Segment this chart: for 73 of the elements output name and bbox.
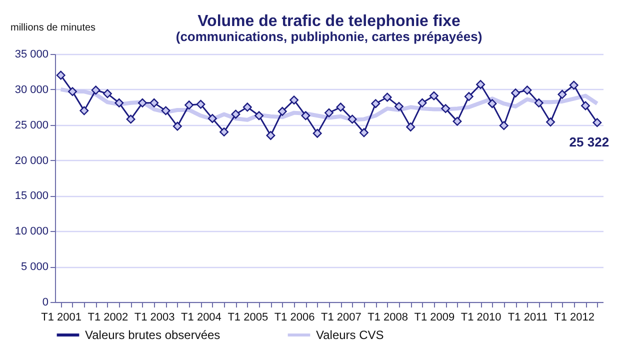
point <box>278 106 287 116</box>
point <box>138 98 147 108</box>
point <box>126 114 136 124</box>
point <box>184 100 194 110</box>
x-tick-label: T1 2012 <box>554 312 595 324</box>
point <box>91 86 100 95</box>
point <box>161 106 170 116</box>
chart-title: Volume de trafic de telephonie fixe <box>198 13 461 30</box>
x-tick-label: T1 2003 <box>134 312 175 324</box>
point <box>254 111 264 120</box>
x-tick-label: T1 2009 <box>414 312 455 324</box>
point <box>499 121 508 130</box>
point <box>476 80 486 89</box>
point <box>172 122 182 131</box>
y-tick-label: 20 000 <box>14 154 48 167</box>
y-tick-label: 30 000 <box>14 84 48 96</box>
y-tick-label: 10 000 <box>14 226 48 238</box>
point <box>80 106 89 116</box>
point <box>266 131 276 140</box>
point <box>558 90 567 99</box>
legend-label: Valeurs brutes observées <box>85 328 220 342</box>
point <box>102 89 112 98</box>
point <box>406 122 416 132</box>
point <box>418 98 427 108</box>
point <box>534 98 544 108</box>
point <box>488 99 497 108</box>
x-tick-label: T1 2006 <box>274 312 315 324</box>
point <box>371 99 380 108</box>
x-tick-label: T1 2004 <box>181 312 222 324</box>
point <box>394 102 404 111</box>
point <box>348 114 357 124</box>
point <box>220 127 229 136</box>
y-tick-label: 25 000 <box>14 119 48 132</box>
point <box>290 96 298 105</box>
point <box>581 101 590 110</box>
point <box>231 110 240 119</box>
point <box>592 118 602 128</box>
y-tick-label: 0 <box>42 296 48 308</box>
point <box>301 111 310 120</box>
point <box>511 88 520 98</box>
point <box>569 80 578 90</box>
point <box>546 118 556 126</box>
point <box>452 116 462 126</box>
point <box>242 102 252 112</box>
point <box>429 91 438 100</box>
point <box>382 92 392 102</box>
x-tick-label: T1 2007 <box>320 312 362 324</box>
point <box>196 100 206 109</box>
point <box>114 98 124 108</box>
point <box>56 70 66 80</box>
point <box>208 114 217 123</box>
point <box>360 128 368 138</box>
x-tick-label: T1 2010 <box>460 312 502 324</box>
x-tick-label: T1 2001 <box>41 312 82 324</box>
y-axis-title: millions de minutes <box>10 22 96 34</box>
point <box>522 86 532 95</box>
y-tick-label: 15 000 <box>14 190 48 202</box>
point <box>150 98 159 108</box>
chart-subtitle: (communications, publiphonie, cartes prépayées) <box>176 29 482 44</box>
y-tick-label: 5 000 <box>20 261 48 274</box>
data-label: 25 322 <box>569 134 610 150</box>
point <box>324 108 334 118</box>
point <box>441 104 450 114</box>
point <box>336 102 346 112</box>
point <box>312 128 322 138</box>
point <box>68 87 77 96</box>
legend-label: Valeurs CVS <box>316 328 384 342</box>
point <box>464 92 474 101</box>
x-tick-label: T1 2002 <box>88 312 128 324</box>
x-tick-label: T1 2011 <box>508 312 548 324</box>
x-tick-label: T1 2005 <box>228 312 268 324</box>
y-tick-label: 35 000 <box>14 48 48 60</box>
x-tick-label: T1 2008 <box>368 312 408 324</box>
